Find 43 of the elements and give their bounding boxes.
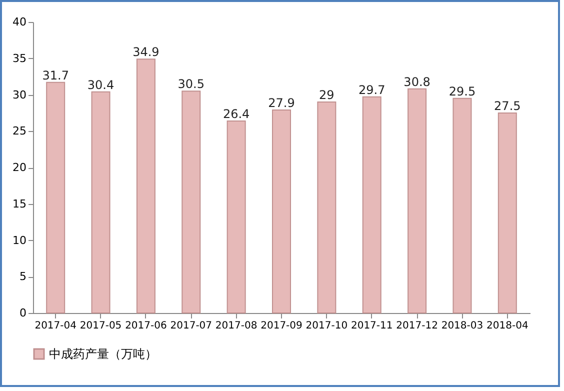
y-tick-label: 5 — [20, 270, 26, 284]
bar — [226, 120, 246, 314]
data-label: 27.5 — [494, 98, 521, 113]
data-label: 29.5 — [448, 84, 476, 98]
y-tick-label: 25 — [12, 124, 26, 138]
bar — [272, 110, 291, 314]
y-tick-label: 10 — [12, 234, 26, 247]
legend-label: 中成药产量（万吨） — [49, 347, 157, 361]
x-tick-label: 2017-06 — [125, 320, 167, 332]
bar — [182, 90, 201, 314]
x-tick-label: 2017-09 — [260, 320, 302, 332]
data-label: 29 — [319, 88, 334, 102]
x-tick-label: 2017-12 — [396, 320, 438, 332]
x-tick-label: 2018-04 — [486, 320, 528, 332]
bar — [46, 82, 66, 314]
y-tick-label: 40 — [12, 16, 26, 28]
y-tick-label: 0 — [20, 306, 26, 320]
data-label: 26.4 — [222, 106, 250, 121]
x-tick-label: 2017-11 — [350, 320, 393, 332]
data-label: 34.9 — [132, 45, 160, 60]
data-label: 30.4 — [87, 78, 114, 92]
x-tick-label: 2017-07 — [170, 320, 212, 332]
data-label: 30.8 — [404, 74, 430, 89]
x-tick-label: 2018-03 — [441, 320, 484, 332]
bar — [317, 102, 336, 314]
y-tick-label: 30 — [12, 88, 26, 102]
y-tick-label: 15 — [12, 197, 26, 210]
x-tick-label: 2017-10 — [306, 320, 348, 332]
bar — [498, 112, 517, 314]
x-tick-label: 2017-05 — [80, 320, 122, 332]
bar — [452, 98, 472, 314]
data-label: 31.7 — [42, 68, 69, 82]
bar — [136, 58, 156, 314]
bar — [408, 88, 427, 314]
y-tick-label: 20 — [12, 161, 26, 174]
bar — [91, 91, 110, 314]
x-tick-label: 2017-04 — [34, 320, 76, 332]
data-label: 27.9 — [268, 96, 295, 110]
y-tick-label: 35 — [12, 52, 26, 65]
data-label: 29.7 — [358, 82, 386, 97]
data-label: 30.5 — [178, 77, 204, 92]
bar — [362, 96, 382, 314]
x-tick-label: 2017-08 — [215, 320, 258, 332]
